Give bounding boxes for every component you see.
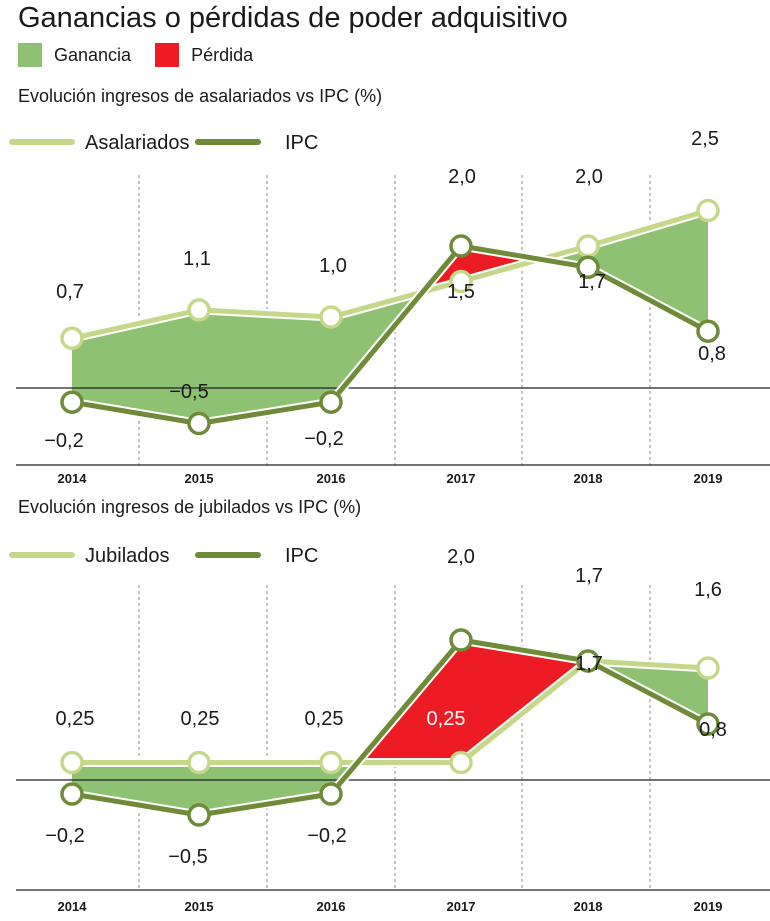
x-tick-label-2017: 2017 xyxy=(447,899,476,914)
legend-label-light: Asalariados xyxy=(85,132,190,154)
data-label-dark-4: 1,7 xyxy=(578,271,606,293)
chart-jubilados: Jubilados IPC 0,25 0,25 0,25 0,25 1,7 1,6 −0,2 −0… xyxy=(9,545,770,914)
x-tick-label-2014: 2014 xyxy=(58,471,88,486)
point-light-0 xyxy=(60,326,84,351)
legend-label-light: Jubilados xyxy=(85,545,170,567)
point-dark-0 xyxy=(60,782,84,806)
point-light-4 xyxy=(576,234,600,258)
chart2-subtitle: Evolución ingresos de jubilados vs IPC (… xyxy=(18,497,362,517)
x-tick-label-2016: 2016 xyxy=(317,899,346,914)
point-light-3 xyxy=(449,750,473,775)
point-light-1 xyxy=(187,298,211,322)
point-light-0 xyxy=(60,750,84,775)
data-label-light-5: 2,5 xyxy=(691,128,719,150)
point-dark-2 xyxy=(319,782,343,806)
data-label-light-1: 1,1 xyxy=(183,248,211,270)
data-label-light-2: 0,25 xyxy=(305,708,344,730)
legend-swatch-ganancia xyxy=(18,43,42,67)
point-light-2 xyxy=(319,305,343,329)
gain-area-0-0 xyxy=(72,309,199,424)
chart1-subtitle: Evolución ingresos de asalariados vs IPC… xyxy=(18,86,383,106)
x-tick-label-2017: 2017 xyxy=(447,471,476,486)
point-dark-3 xyxy=(449,628,473,652)
line-dark xyxy=(71,243,710,426)
legend: Ganancia Pérdida xyxy=(18,40,277,70)
chart-asalariados: Asalariados IPC 0,7 1,1 1,0 1,5 2,0 2,5 −0,2 −0,5… xyxy=(9,128,770,486)
legend-item-ganancia: Ganancia xyxy=(18,43,131,67)
chart-title: Ganancias o pérdidas de poder adquisitiv… xyxy=(18,2,568,34)
data-label-dark-3: 2,0 xyxy=(448,166,476,188)
legend-label-perdida: Pérdida xyxy=(191,44,254,65)
data-label-dark-2: −0,2 xyxy=(307,825,346,847)
data-label-dark-0: −0,2 xyxy=(44,430,83,452)
data-label-dark-5: 0,8 xyxy=(698,343,726,365)
data-label-light-0: 0,7 xyxy=(56,281,84,303)
data-label-light-0: 0,25 xyxy=(56,708,95,730)
gain-area-1-0 xyxy=(199,762,331,815)
point-dark-5 xyxy=(696,319,720,343)
point-light-1 xyxy=(187,750,211,775)
legend-label-ganancia: Ganancia xyxy=(54,44,132,65)
line-light xyxy=(72,658,709,765)
legend-label-dark: IPC xyxy=(285,132,318,154)
point-dark-4 xyxy=(576,649,600,673)
line-dark xyxy=(71,637,710,818)
data-label-dark-0: −0,2 xyxy=(45,825,84,847)
x-tick-label-2019: 2019 xyxy=(694,899,723,914)
data-label-dark-3: 2,0 xyxy=(447,546,475,568)
point-dark-2 xyxy=(319,390,343,414)
legend-item-perdida: Pérdida xyxy=(155,43,253,67)
point-dark-3 xyxy=(449,234,473,258)
point-light-5 xyxy=(696,656,720,680)
gain-area-1-0 xyxy=(199,309,331,424)
point-dark-0 xyxy=(60,390,84,414)
data-label-light-3: 0,25 xyxy=(427,708,466,730)
point-light-5 xyxy=(696,198,720,223)
x-tick-label-2015: 2015 xyxy=(185,471,214,486)
point-light-2 xyxy=(319,750,343,775)
x-tick-label-2018: 2018 xyxy=(574,471,603,486)
data-label-dark-5: 0,8 xyxy=(699,719,727,741)
point-dark-1 xyxy=(187,803,211,827)
data-label-light-4: 2,0 xyxy=(575,166,603,188)
data-label-dark-1: −0,5 xyxy=(168,846,207,868)
data-label-dark-1: −0,5 xyxy=(169,381,208,403)
point-light-3 xyxy=(449,269,473,294)
data-label-light-2: 1,0 xyxy=(319,255,347,277)
data-label-light-4: 1,7 xyxy=(575,565,603,587)
gain-area-0-0 xyxy=(72,762,199,815)
legend-swatch-perdida xyxy=(155,43,180,67)
x-tick-label-2018: 2018 xyxy=(574,899,603,914)
x-tick-label-2015: 2015 xyxy=(185,899,214,914)
data-label-light-5: 1,6 xyxy=(694,579,722,601)
legend-label-dark: IPC xyxy=(285,545,318,567)
x-tick-label-2019: 2019 xyxy=(694,471,723,486)
data-label-dark-2: −0,2 xyxy=(304,428,343,450)
line-light xyxy=(71,208,709,341)
data-label-light-1: 0,25 xyxy=(181,708,220,730)
data-label-light-3: 1,5 xyxy=(447,281,475,303)
point-dark-5 xyxy=(696,712,720,736)
x-tick-label-2016: 2016 xyxy=(317,471,346,486)
point-dark-4 xyxy=(576,255,600,280)
x-tick-label-2014: 2014 xyxy=(58,899,88,914)
data-label-dark-4: 1,7 xyxy=(575,653,603,675)
point-dark-1 xyxy=(187,411,211,436)
